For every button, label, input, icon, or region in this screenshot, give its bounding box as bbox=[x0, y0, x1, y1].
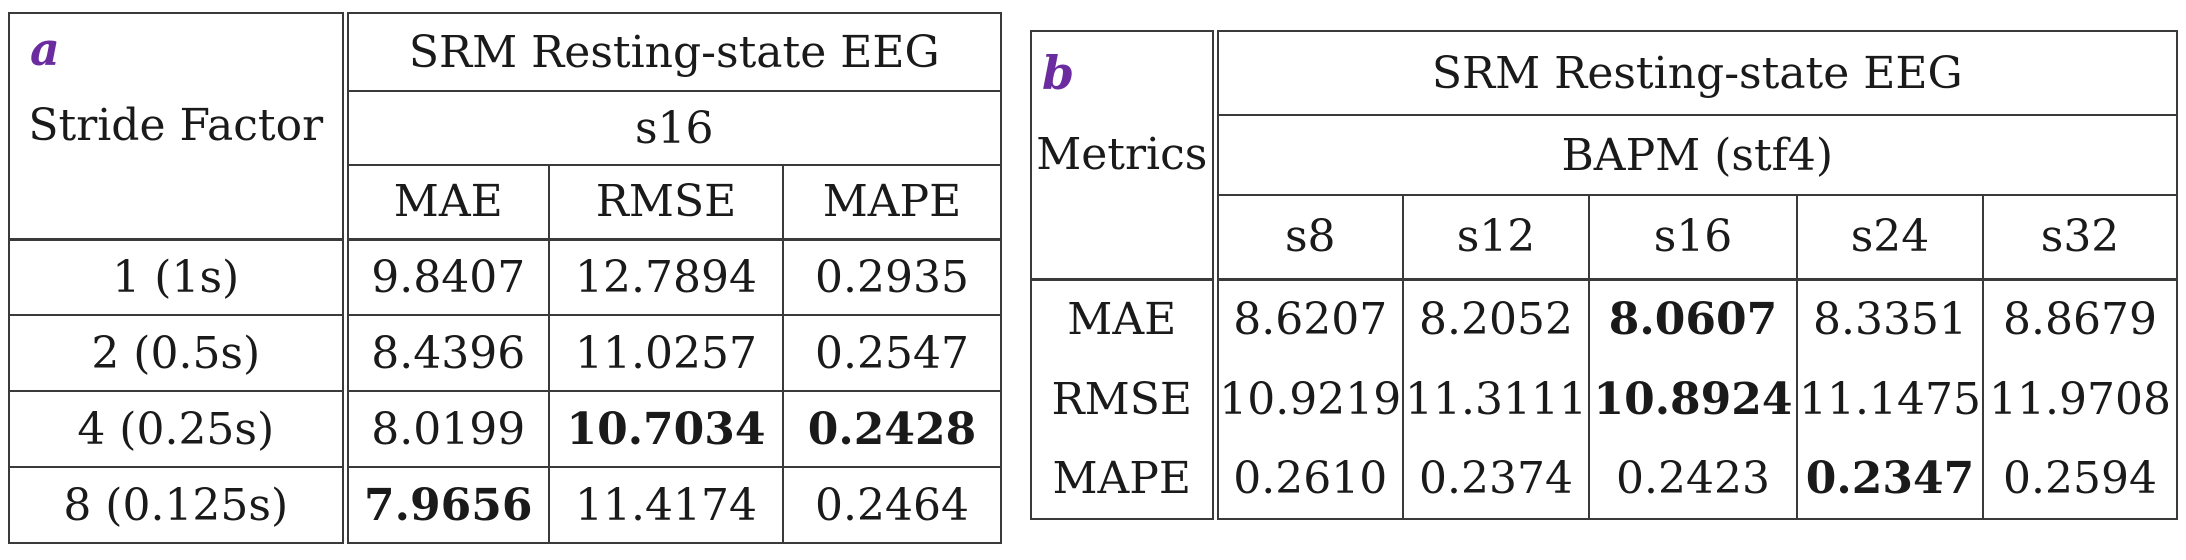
table-a-column-header: MAPE bbox=[781, 164, 1003, 240]
table-b-body: MAE 8.6207 8.2052 8.0607 8.3351 8.8679 RMSE 10.… bbox=[1030, 277, 2179, 520]
table-b-title: SRM Resting-state EEG bbox=[1431, 47, 1963, 99]
table-b-cell: 8.3351 bbox=[1796, 277, 1984, 359]
table-b-cell: 8.6207 bbox=[1214, 277, 1404, 359]
table-b-cell: 0.2594 bbox=[1981, 439, 2179, 520]
table-b-row-label: MAPE bbox=[1030, 439, 1219, 520]
table-a-cell: 0.2428 bbox=[781, 390, 1003, 468]
table-b-cell: 11.9708 bbox=[1981, 359, 2179, 439]
table-a-row-label: 8 (0.125s) bbox=[8, 466, 349, 544]
table-b-cell: 8.8679 bbox=[1981, 277, 2179, 359]
table-a-cell: 11.0257 bbox=[548, 314, 784, 392]
table-a-column-header-row: MAE RMSE MAPE bbox=[9, 164, 1003, 240]
table-a-row-label: 2 (0.5s) bbox=[8, 314, 349, 392]
table-a-subtitle-cell: s16 bbox=[343, 90, 1003, 166]
table-b-cell: 8.2052 bbox=[1402, 277, 1590, 359]
table-a-cell: 8.4396 bbox=[344, 314, 550, 392]
table-a-column-header: MAE bbox=[344, 164, 550, 240]
table-a-cell: 11.4174 bbox=[548, 466, 784, 544]
table-b-column-header: s24 bbox=[1796, 194, 1984, 280]
table-a-row: 1 (1s) 9.8407 12.7894 0.2935 bbox=[8, 237, 1003, 316]
table-a-title-cell: SRM Resting-state EEG bbox=[343, 12, 1003, 92]
table-b-row-label: MAE bbox=[1030, 277, 1219, 359]
table-b-column-header-row: s8 s12 s16 s24 s32 bbox=[1031, 194, 2179, 280]
table-b-subtitle: BAPM (stf4) bbox=[1561, 129, 1834, 181]
table-b-column-header: s16 bbox=[1588, 194, 1798, 280]
table-b-cell: 10.9219 bbox=[1214, 359, 1404, 439]
table-a-column-header: RMSE bbox=[548, 164, 784, 240]
table-a-title: SRM Resting-state EEG bbox=[408, 26, 940, 78]
table-b-row-header: Metrics bbox=[1036, 129, 1208, 181]
table-b-cell: 11.1475 bbox=[1796, 359, 1984, 439]
table-b-row: RMSE 10.9219 11.3111 10.8924 11.1475 11.9708 bbox=[1030, 359, 2179, 439]
table-a-row-header-cell: Stride Factor bbox=[8, 12, 349, 240]
table-b-column-header: s32 bbox=[1981, 194, 2179, 280]
table-a-cell: 9.8407 bbox=[344, 237, 550, 316]
table-b-cell: 0.2374 bbox=[1402, 439, 1590, 520]
table-a-row: 8 (0.125s) 7.9656 11.4174 0.2464 bbox=[8, 466, 1003, 544]
table-a-row: 4 (0.25s) 8.0199 10.7034 0.2428 bbox=[8, 390, 1003, 468]
table-b-subtitle-cell: BAPM (stf4) bbox=[1213, 114, 2179, 196]
table-a-cell: 0.2935 bbox=[781, 237, 1003, 316]
table-b-cell: 0.2423 bbox=[1588, 439, 1798, 520]
table-b-cell: 11.3111 bbox=[1402, 359, 1590, 439]
table-a-cell: 0.2464 bbox=[781, 466, 1003, 544]
table-b-cell: 0.2610 bbox=[1214, 439, 1404, 520]
table-a-cell: 12.7894 bbox=[548, 237, 784, 316]
table-a-subtitle: s16 bbox=[634, 102, 714, 154]
table-a-row-label: 4 (0.25s) bbox=[8, 390, 349, 468]
table-a-row: 2 (0.5s) 8.4396 11.0257 0.2547 bbox=[8, 314, 1003, 392]
table-b-column-header: s12 bbox=[1402, 194, 1590, 280]
table-a-body: 1 (1s) 9.8407 12.7894 0.2935 2 (0.5s) 8.4396 1… bbox=[8, 237, 1003, 544]
table-b-row: MAPE 0.2610 0.2374 0.2423 0.2347 0.2594 bbox=[1030, 439, 2179, 520]
table-a-row-label: 1 (1s) bbox=[8, 237, 349, 316]
table-b-cell: 10.8924 bbox=[1588, 359, 1798, 439]
table-a-row-header: Stride Factor bbox=[28, 100, 324, 152]
table-a-cell: 8.0199 bbox=[344, 390, 550, 468]
table-b: Metrics SRM Resting-state EEG BAPM (stf4… bbox=[1030, 30, 2179, 520]
table-b-column-header: s8 bbox=[1214, 194, 1404, 280]
table-b-cell: 8.0607 bbox=[1588, 277, 1798, 359]
table-b-row: MAE 8.6207 8.2052 8.0607 8.3351 8.8679 bbox=[1030, 277, 2179, 359]
table-b-title-cell: SRM Resting-state EEG bbox=[1213, 30, 2179, 116]
table-a-cell: 7.9656 bbox=[344, 466, 550, 544]
panel-a-label: a bbox=[30, 22, 60, 76]
panel-b-label: b bbox=[1042, 46, 1075, 100]
table-b-cell: 0.2347 bbox=[1796, 439, 1984, 520]
table-a-cell: 10.7034 bbox=[548, 390, 784, 468]
table-b-row-label: RMSE bbox=[1030, 359, 1219, 439]
table-b-row-header-cell: Metrics bbox=[1030, 30, 1219, 280]
table-a-cell: 0.2547 bbox=[781, 314, 1003, 392]
table-a: Stride Factor SRM Resting-state EEG s16 … bbox=[8, 12, 1003, 544]
